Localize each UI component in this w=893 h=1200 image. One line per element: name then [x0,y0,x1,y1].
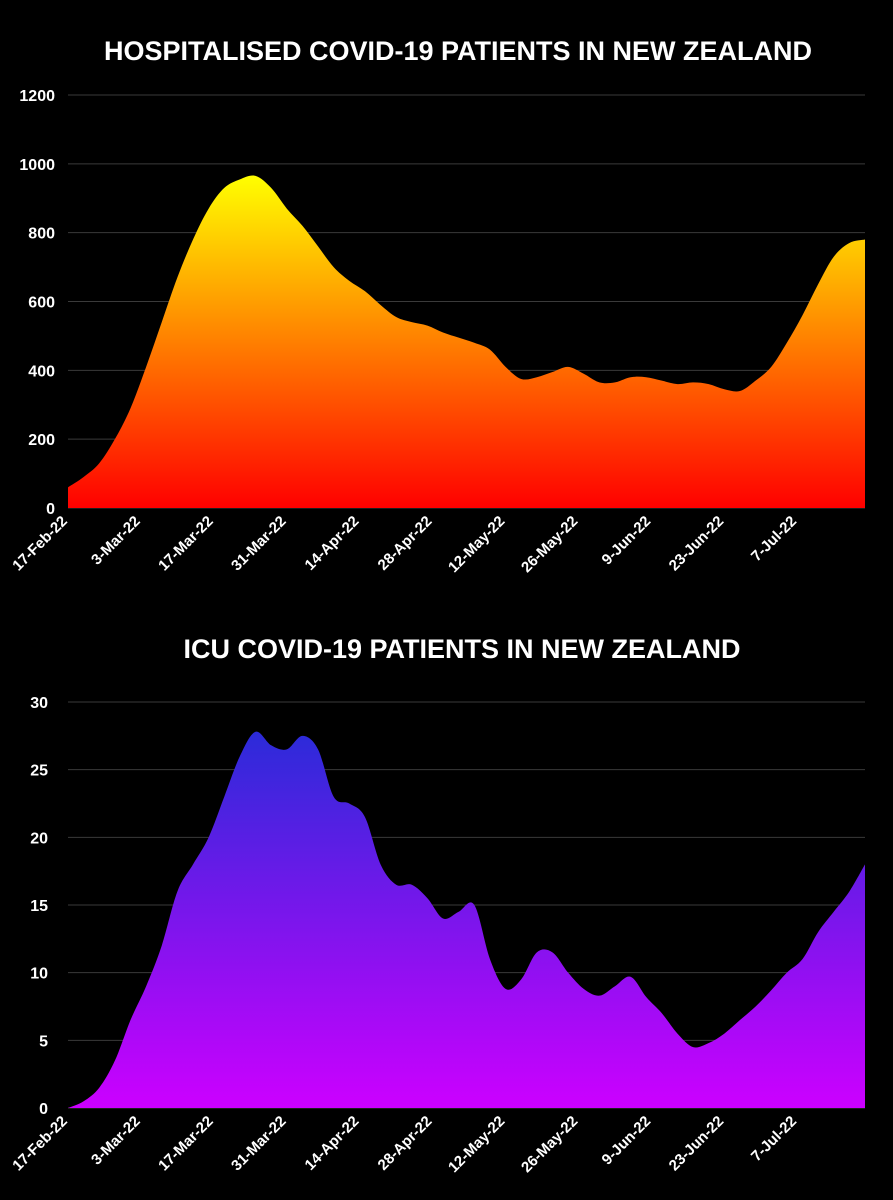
icu-y-tick-label: 10 [30,966,48,983]
hospital-y-tick-label: 600 [28,295,55,312]
hospital-x-tick-label: 28-Apr-22 [375,513,436,574]
hospital-y-tick-label: 800 [28,226,55,243]
hospital-x-tick-label: 14-Apr-22 [302,513,363,574]
icu-x-tick-label: 9-Jun-22 [599,1113,655,1169]
hospital-chart: HOSPITALISED COVID-19 PATIENTS IN NEW ZE… [9,36,865,576]
hospital-x-tick-label: 3-Mar-22 [88,513,144,569]
icu-y-tick-label: 5 [39,1033,48,1050]
hospital-area [68,175,865,508]
icu-y-tick-label: 25 [30,763,48,780]
hospital-x-tick-label: 31-Mar-22 [228,513,290,575]
hospital-x-tick-label: 12-May-22 [445,513,508,576]
hospital-x-tick-label: 26-May-22 [518,513,581,576]
icu-x-ticks: 17-Feb-22 3-Mar-22 17-Mar-22 31-Mar-22 14-Ap… [9,1113,800,1176]
hospital-y-tick-label: 1200 [19,88,55,105]
hospital-x-tick-label: 23-Jun-22 [666,513,728,575]
icu-chart: ICU COVID-19 PATIENTS IN NEW ZEALAND 0 5 1… [9,634,865,1176]
icu-x-tick-label: 7-Jul-22 [748,1113,800,1165]
hospital-x-tick-label: 17-Mar-22 [155,513,217,575]
icu-y-ticks: 0 5 10 15 20 25 30 [30,695,48,1118]
icu-y-tick-label: 20 [30,830,48,847]
icu-x-tick-label: 3-Mar-22 [88,1113,144,1169]
icu-y-tick-label: 15 [30,898,48,915]
hospital-y-tick-label: 0 [46,501,55,518]
icu-x-tick-label: 17-Mar-22 [155,1113,217,1175]
hospital-y-ticks: 0 200 400 600 800 1000 1200 [19,88,55,518]
hospital-x-ticks: 17-Feb-22 3-Mar-22 17-Mar-22 31-Mar-22 14-Ap… [9,513,800,576]
hospital-y-tick-label: 200 [28,432,55,449]
hospital-x-tick-label: 17-Feb-22 [9,513,71,575]
hospital-x-tick-label: 9-Jun-22 [599,513,655,569]
icu-x-tick-label: 31-Mar-22 [228,1113,290,1175]
hospital-chart-title: HOSPITALISED COVID-19 PATIENTS IN NEW ZE… [104,36,812,66]
icu-chart-title: ICU COVID-19 PATIENTS IN NEW ZEALAND [183,634,740,664]
icu-x-tick-label: 28-Apr-22 [375,1113,436,1174]
icu-area [68,731,865,1108]
hospital-x-tick-label: 7-Jul-22 [748,513,800,565]
icu-x-tick-label: 12-May-22 [445,1113,508,1176]
icu-y-tick-label: 0 [39,1101,48,1118]
hospital-y-tick-label: 400 [28,363,55,380]
icu-x-tick-label: 17-Feb-22 [9,1113,71,1175]
icu-x-tick-label: 14-Apr-22 [302,1113,363,1174]
hospital-y-tick-label: 1000 [19,157,55,174]
icu-y-tick-label: 30 [30,695,48,712]
icu-x-tick-label: 26-May-22 [518,1113,581,1176]
icu-x-tick-label: 23-Jun-22 [666,1113,728,1175]
